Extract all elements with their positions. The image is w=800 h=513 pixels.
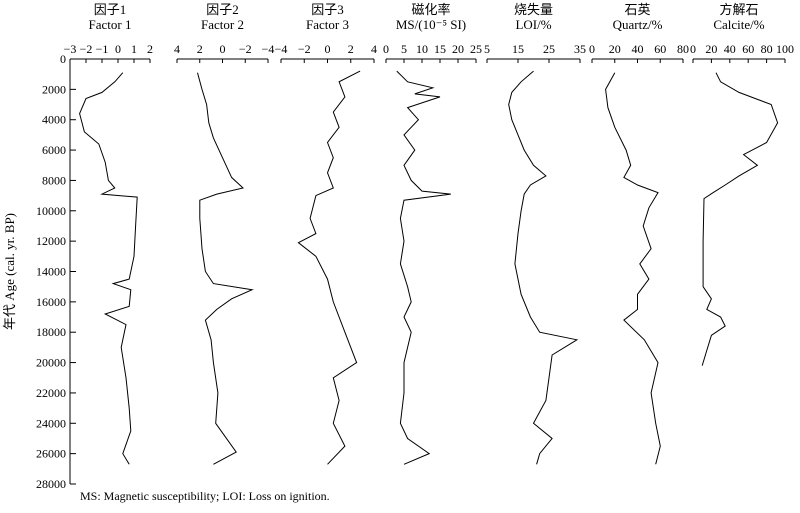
x-tick-label: −3 (64, 42, 77, 56)
x-tick-label: 0 (589, 42, 595, 56)
x-tick-label: −2 (80, 42, 93, 56)
panel-subtitle: Quartz/% (613, 17, 663, 32)
x-tick-label: 4 (371, 42, 377, 56)
panel-subtitle: LOI/% (515, 17, 551, 32)
y-tick-label: 6000 (42, 143, 66, 157)
x-tick-label: 80 (761, 42, 773, 56)
y-tick-label: 16000 (36, 295, 66, 309)
panel-subtitle: Calcite/% (713, 17, 764, 32)
y-axis-label: 年代 Age (cal. yr. BP) (2, 213, 17, 330)
series-line (508, 70, 579, 465)
x-tick-label: 1 (131, 42, 137, 56)
panel-title: 因子3 (311, 2, 344, 17)
x-tick-label: −4 (275, 42, 288, 56)
x-tick-label: 5 (401, 42, 407, 56)
panel-subtitle: MS/(10⁻⁵ SI) (396, 17, 466, 32)
y-tick-label: 8000 (42, 173, 66, 187)
x-tick-label: 4 (174, 42, 180, 56)
panel-subtitle: Factor 3 (306, 17, 349, 32)
x-tick-label: 0 (115, 42, 121, 56)
x-tick-label: 20 (609, 42, 621, 56)
x-tick-label: 0 (383, 42, 389, 56)
series-line (701, 72, 779, 366)
x-tick-label: 2 (348, 42, 354, 56)
x-tick-label: 40 (632, 42, 644, 56)
x-tick-label: 80 (677, 42, 689, 56)
x-tick-label: 60 (654, 42, 666, 56)
y-tick-label: 0 (60, 52, 66, 66)
y-tick-label: 10000 (36, 204, 66, 218)
x-tick-label: 0 (220, 42, 226, 56)
x-tick-label: 0 (690, 42, 696, 56)
x-tick-label: −1 (96, 42, 109, 56)
x-tick-label: 20 (452, 42, 464, 56)
series-line (297, 70, 361, 465)
x-tick-label: 35 (574, 42, 586, 56)
x-tick-label: 15 (434, 42, 446, 56)
x-tick-label: −4 (262, 42, 275, 56)
series-line (396, 70, 451, 465)
x-tick-label: 2 (147, 42, 153, 56)
x-tick-label: −2 (298, 42, 311, 56)
x-tick-label: 25 (543, 42, 555, 56)
x-tick-label: 20 (705, 42, 717, 56)
series-line (197, 72, 254, 465)
y-tick-label: 4000 (42, 113, 66, 127)
y-tick-label: 18000 (36, 325, 66, 339)
y-tick-label: 26000 (36, 447, 66, 461)
x-tick-label: 25 (470, 42, 482, 56)
x-tick-label: 60 (742, 42, 754, 56)
x-tick-label: 0 (325, 42, 331, 56)
x-tick-label: 10 (416, 42, 428, 56)
x-tick-label: 100 (776, 42, 794, 56)
panel-subtitle: Factor 2 (201, 17, 244, 32)
panel-title: 烧失量 (514, 2, 553, 17)
footnote: MS: Magnetic susceptibility; LOI: Loss o… (80, 489, 330, 503)
panel-subtitle: Factor 1 (89, 17, 132, 32)
x-tick-label: 15 (512, 42, 524, 56)
series-line (605, 72, 661, 465)
panel-title: 因子2 (206, 2, 239, 17)
y-tick-label: 20000 (36, 356, 66, 370)
x-tick-label: 2 (197, 42, 203, 56)
panel-title: 磁化率 (411, 2, 450, 17)
y-tick-label: 2000 (42, 82, 66, 96)
panel-title: 石英 (624, 2, 650, 17)
x-tick-label: −2 (239, 42, 252, 56)
y-tick-label: 22000 (36, 386, 66, 400)
y-tick-label: 14000 (36, 265, 66, 279)
x-tick-label: 5 (484, 42, 490, 56)
y-tick-label: 24000 (36, 416, 66, 430)
panel-title: 方解石 (719, 2, 758, 17)
y-tick-label: 12000 (36, 234, 66, 248)
series-line (79, 72, 138, 465)
x-tick-label: 40 (724, 42, 736, 56)
panel-title: 因子1 (94, 2, 127, 17)
y-tick-label: 28000 (36, 477, 66, 491)
